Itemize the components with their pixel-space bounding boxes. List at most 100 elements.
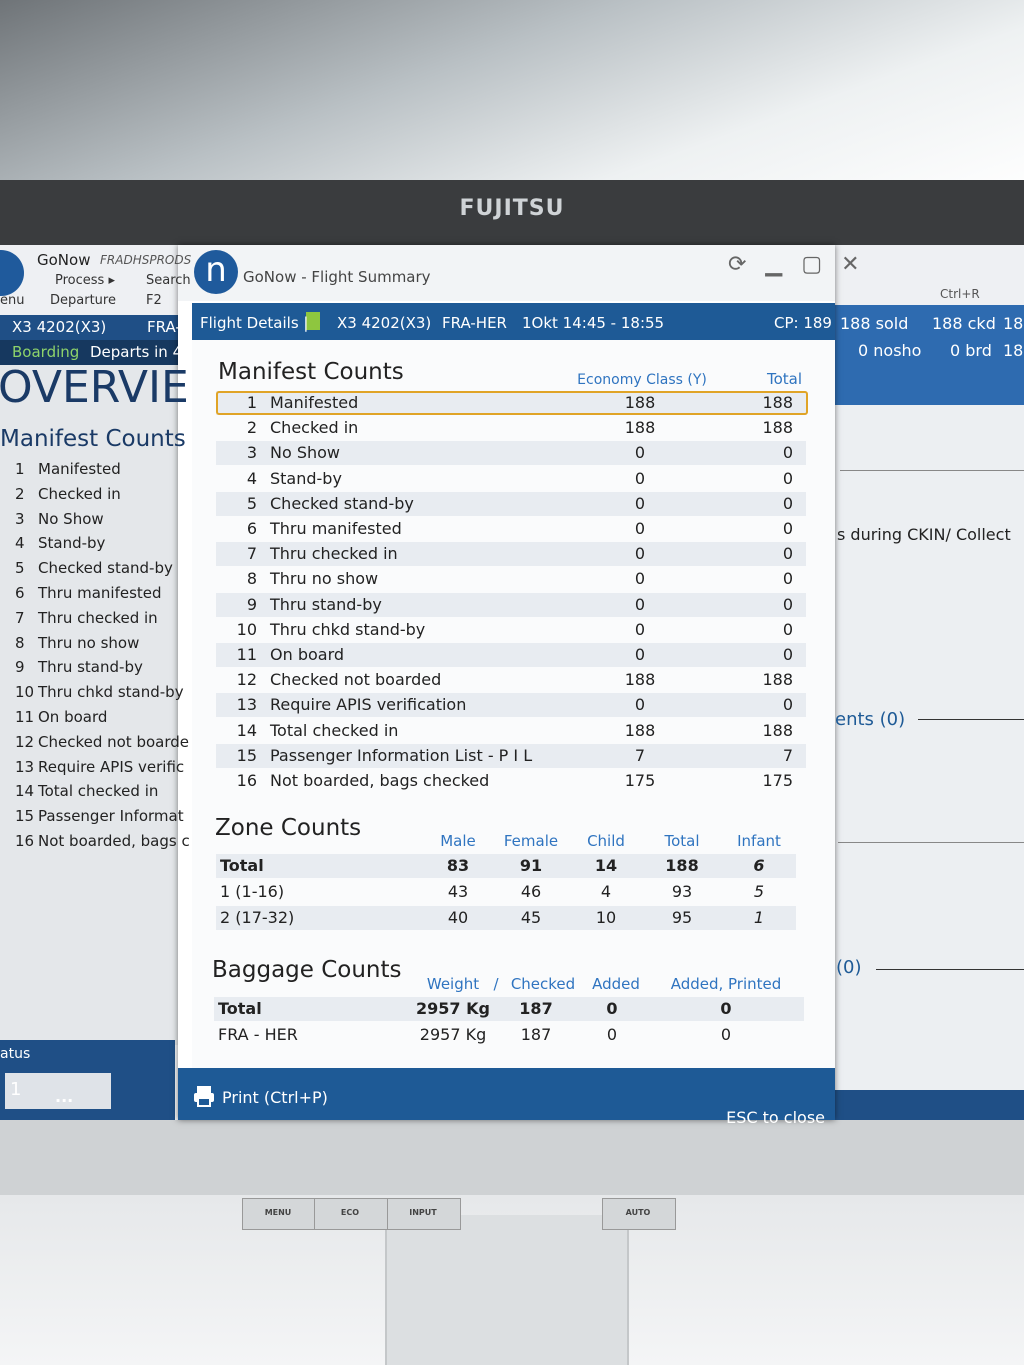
column-header: Child (587, 832, 625, 850)
cell: 0 (606, 999, 618, 1018)
section-title: Baggage Counts (212, 957, 402, 983)
row-number: 8 (15, 633, 25, 652)
cell: 0 (720, 999, 732, 1018)
cell: 0 (720, 1025, 732, 1044)
cell: 10 (595, 908, 617, 927)
column-header: Weight (426, 975, 480, 993)
cell: 0 (634, 619, 646, 639)
menu-item: Process ▸ (55, 273, 115, 288)
row-stripe (216, 391, 806, 415)
row-label: Manifested (270, 393, 359, 412)
dialog-titlebar (178, 245, 835, 301)
overview-title: OVERVIE (0, 362, 189, 413)
close-hint: ESC to close (726, 1108, 825, 1127)
cell: 188 (624, 720, 656, 740)
cell: 0 (634, 695, 646, 715)
row-number: 3 (15, 509, 25, 528)
row-stripe (216, 491, 806, 516)
left-window-top (0, 245, 192, 315)
row-highlight (216, 391, 808, 415)
row-number: 11 (15, 708, 35, 726)
row-label: Checked not boarded (270, 670, 442, 690)
cell: 83 (446, 856, 470, 875)
menu-item: Departure (50, 293, 116, 308)
column-header: Total (664, 832, 700, 850)
row-number: 12 (236, 670, 257, 690)
monitor-button: INPUT (409, 1208, 437, 1217)
monitor-button-frame (602, 1198, 676, 1230)
row-number: 13 (236, 695, 257, 715)
row-label: Total checked in (38, 782, 159, 801)
row-label: Require APIS verification (270, 695, 467, 715)
cell: 2957 Kg (419, 1025, 487, 1044)
row-stripe (214, 997, 804, 1021)
brand-logo: FUJITSU (459, 196, 565, 221)
row-label: Checked in (38, 484, 121, 503)
row-number: 10 (15, 683, 35, 702)
row-label: Thru manifested (270, 519, 402, 538)
row-number: 10 (236, 619, 257, 639)
column-header: Male (440, 832, 476, 850)
page-field (5, 1073, 111, 1109)
left-flight-bar (0, 315, 192, 340)
monitor-button-frame (242, 1198, 316, 1230)
column-header: Added, Printed (670, 975, 782, 993)
row-stripe (216, 542, 806, 567)
section-link: (0) (836, 957, 862, 978)
row-number: 8 (246, 569, 257, 589)
cell: 43 (447, 882, 469, 901)
cell: 4 (600, 882, 612, 901)
row-number: 7 (15, 608, 25, 627)
row-label: Thru checked in (38, 608, 158, 627)
row-number: 5 (15, 559, 25, 578)
print-button[interactable]: Print (Ctrl+P) (222, 1088, 328, 1107)
cell: 93 (671, 882, 693, 901)
header-route: FRA-HER (442, 314, 507, 332)
cell: 7 (634, 745, 646, 765)
dialog-logo: n (194, 250, 238, 294)
row-stripe (216, 693, 806, 718)
cell: 46 (520, 882, 542, 901)
cell: 0 (782, 493, 793, 513)
row-number: 4 (246, 468, 257, 488)
row-number: 16 (15, 832, 35, 850)
row-label: Checked stand-by (38, 559, 173, 578)
row-label: Not boarded, bags c (38, 832, 190, 850)
row-number: 6 (246, 519, 257, 538)
row-number: 14 (236, 720, 257, 740)
cell: 7 (782, 745, 793, 765)
print-icon[interactable] (192, 1084, 216, 1108)
cell: 0 (782, 468, 793, 488)
column-header: Added (592, 975, 640, 993)
row-label: Thru manifested (38, 584, 162, 602)
cell: 188 (624, 670, 656, 690)
cell: 187 (519, 999, 553, 1018)
stat: 188 sold (840, 314, 909, 333)
row-stripe (216, 592, 806, 617)
window-controls[interactable]: ⟳ ▁ ▢ ✕ (728, 252, 866, 277)
cell: 6 (753, 856, 765, 875)
page-field-value: 1 (10, 1079, 22, 1100)
row-label: Passenger Informat (38, 807, 184, 826)
row-label: Stand-by (270, 468, 342, 488)
row-label: No Show (38, 509, 104, 528)
row-label: Thru chkd stand-by (270, 619, 426, 639)
cell: 0 (782, 569, 793, 589)
row-number: 6 (15, 584, 25, 602)
row-label: Thru stand-by (38, 658, 143, 677)
status-tab: atus (0, 1046, 31, 1062)
row-label: Thru stand-by (270, 594, 382, 614)
cell: 0 (782, 645, 793, 664)
flight: X3 4202(X3) (12, 318, 107, 336)
column-header: Infant (737, 832, 781, 850)
menu-item: F2 (146, 293, 162, 308)
row-number: 2 (15, 484, 25, 503)
right-rule (876, 969, 1024, 970)
cell: 95 (671, 908, 693, 927)
row-label: Stand-by (38, 534, 106, 553)
cell: 0 (782, 519, 793, 538)
stat: 188 ckd (932, 314, 996, 333)
row-label: Total checked in (270, 720, 399, 740)
row-label: Total (220, 856, 264, 875)
